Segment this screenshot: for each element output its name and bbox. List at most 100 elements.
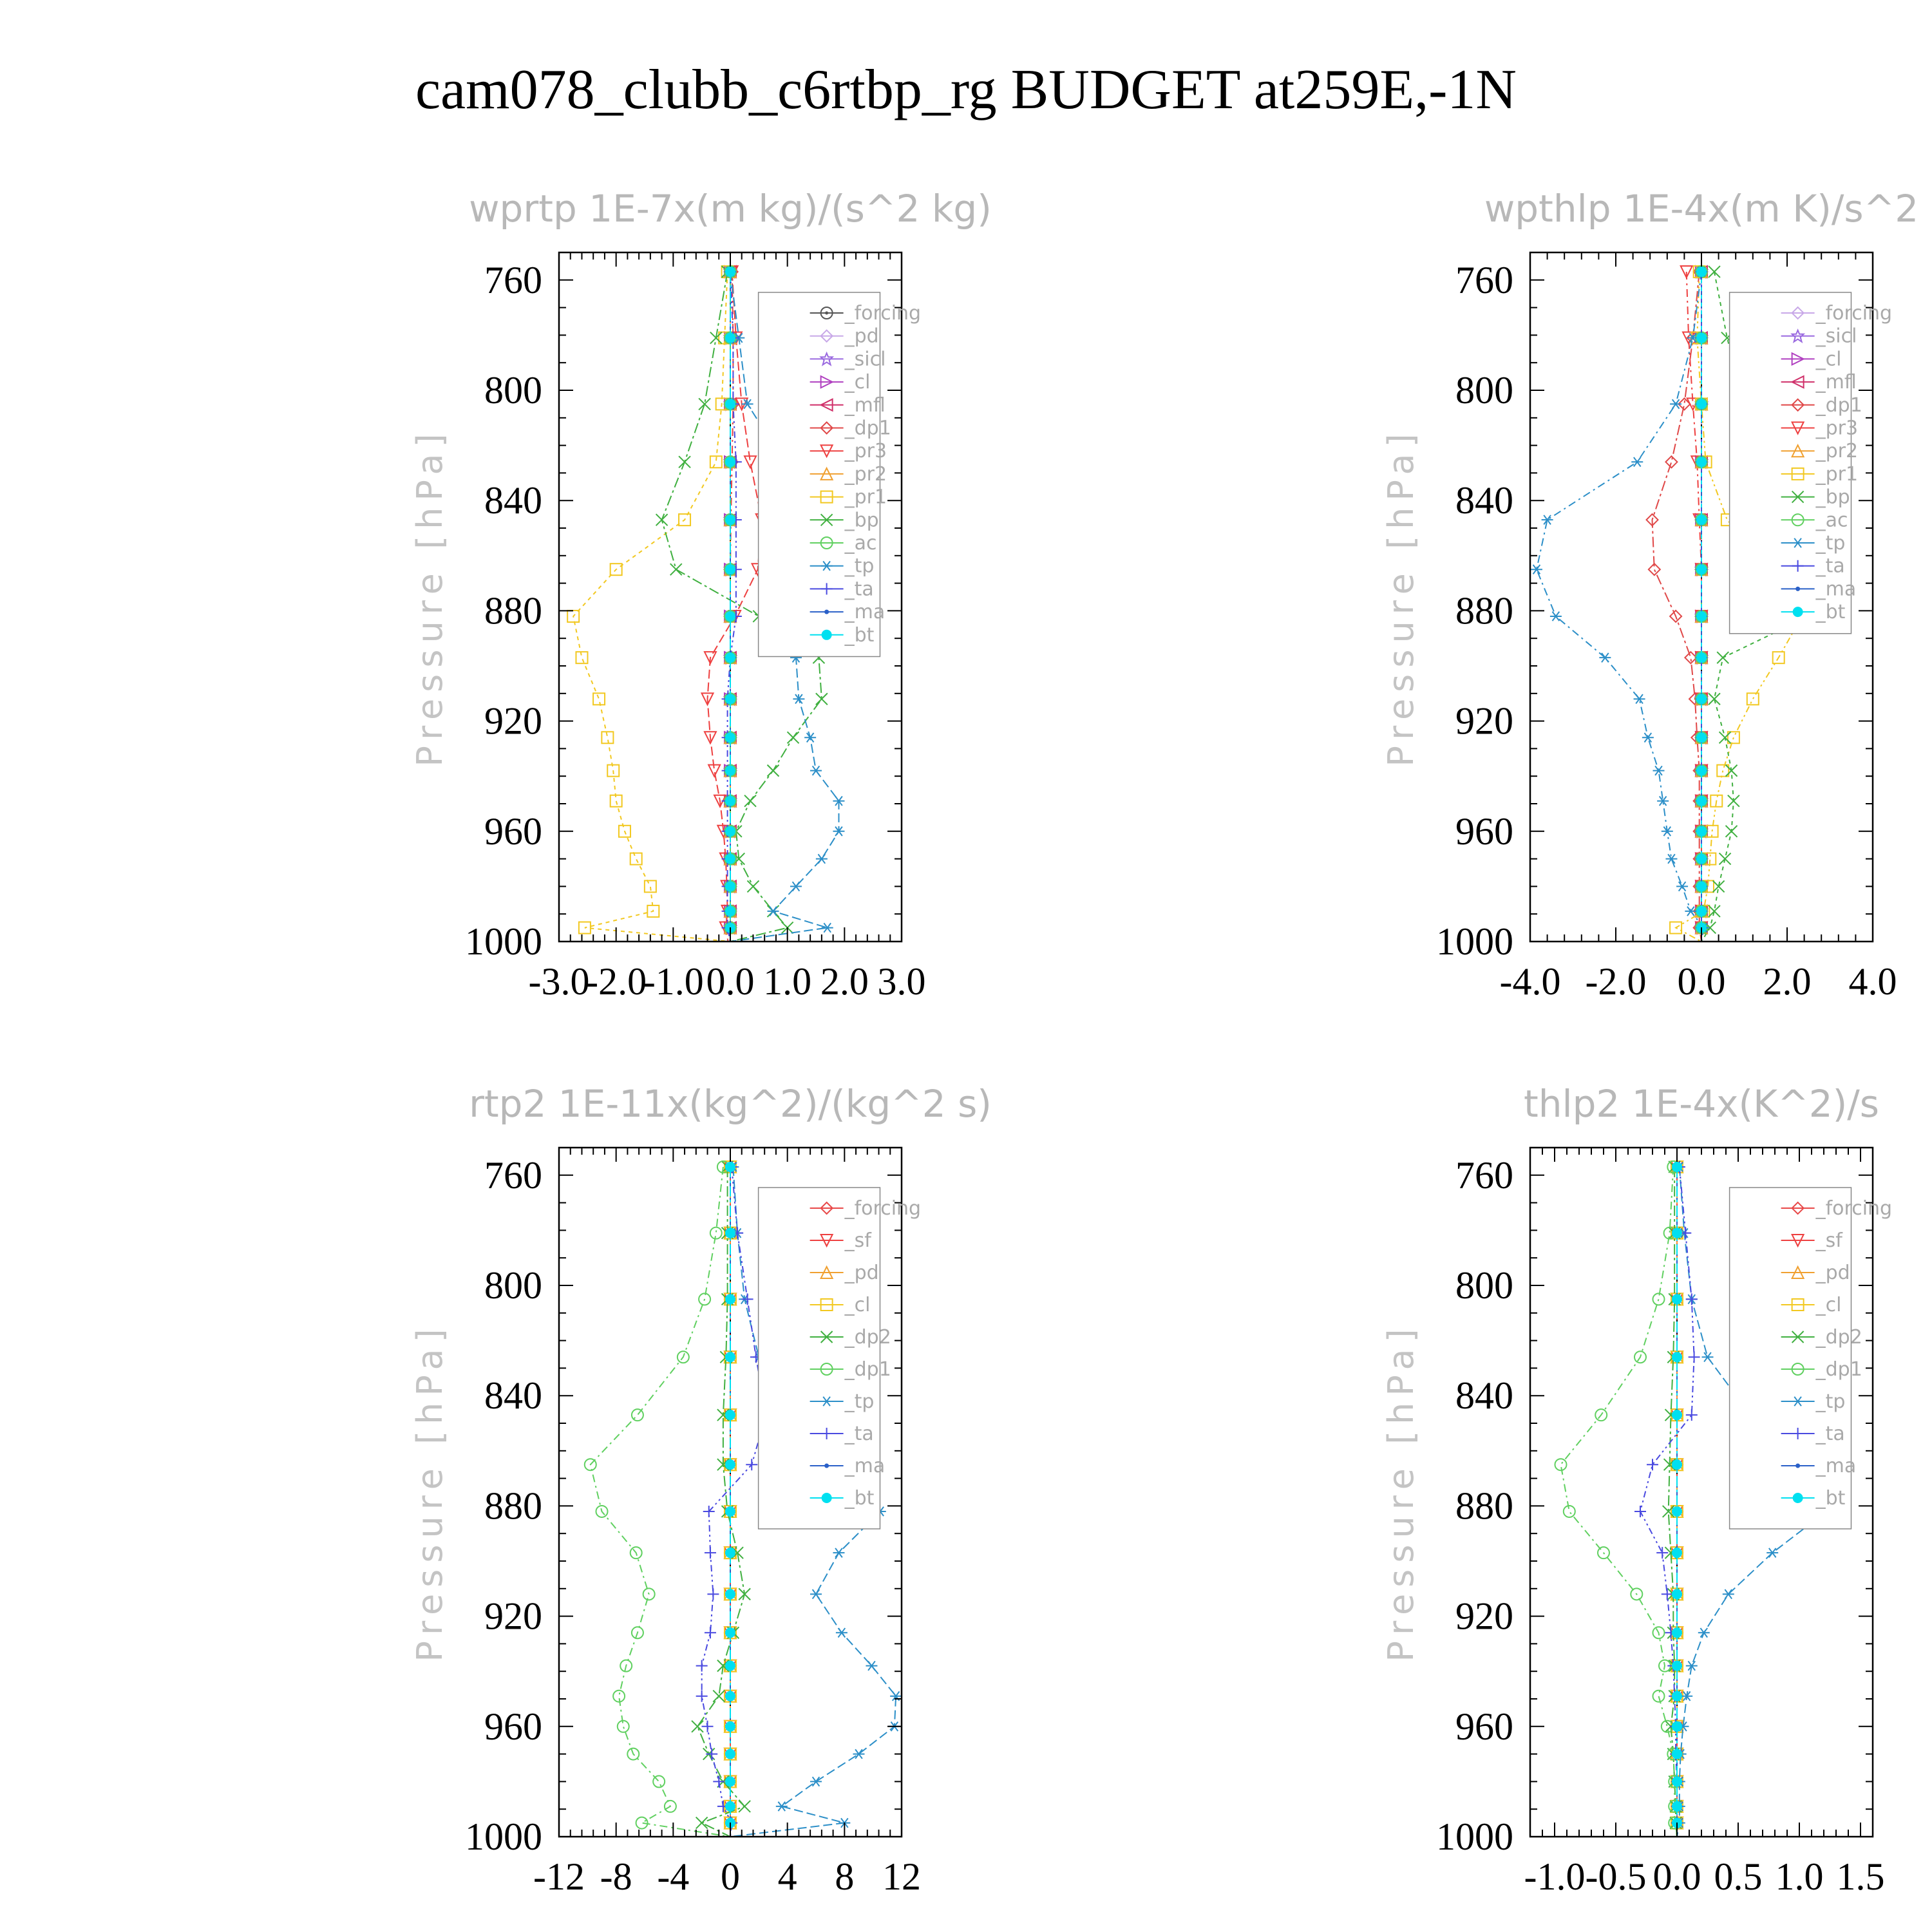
data-point [725, 905, 735, 916]
y-tick-label: 920 [1455, 1595, 1513, 1638]
legend-label: _cl [844, 1294, 871, 1316]
data-point [609, 563, 623, 576]
data-point [1696, 332, 1707, 343]
data-point [741, 1293, 753, 1305]
series-bt [725, 266, 735, 942]
data-point [725, 765, 735, 776]
data-point [1549, 611, 1562, 621]
data-point [1672, 1801, 1682, 1812]
data-point [1665, 455, 1678, 469]
legend-item: _ac [810, 532, 877, 554]
legend: _forcing_pd_sicl_cl_mfl_dp1_pr3_pr2_pr1_… [757, 292, 921, 658]
data-point [1708, 265, 1721, 278]
legend-label: _cl [844, 371, 871, 393]
data-point [695, 1816, 708, 1830]
data-point [1672, 1660, 1682, 1671]
series-line [726, 271, 737, 942]
y-tick-label: 760 [1455, 1154, 1513, 1197]
legend-marker [825, 311, 829, 315]
series-dp1 [1554, 1160, 1681, 1837]
data-point [1696, 905, 1707, 916]
legend-box [1728, 1187, 1852, 1530]
legend-label: _ta [1815, 1423, 1845, 1445]
legend-label: _mfl [844, 394, 886, 417]
data-point [629, 852, 643, 866]
y-tick-label: 800 [1455, 369, 1513, 412]
data-point [1597, 1546, 1610, 1560]
data-point [1698, 1627, 1710, 1638]
data-point [725, 1352, 735, 1363]
legend-marker [820, 1396, 833, 1406]
data-point [767, 906, 779, 916]
series-line [1560, 1166, 1678, 1837]
data-point [725, 1410, 735, 1421]
data-point [670, 563, 683, 576]
data-point [627, 1747, 640, 1761]
legend-item: _dp2 [1781, 1326, 1862, 1349]
data-point [1672, 1721, 1682, 1732]
legend-item: _pr3 [810, 440, 887, 462]
legend-marker [820, 444, 834, 459]
data-point [629, 1546, 643, 1560]
legend-item: _cl [810, 371, 871, 393]
data-point [1669, 609, 1683, 623]
series-line [589, 1166, 731, 1837]
y-tick-label: 840 [484, 1374, 542, 1417]
x-tick-label: 0 [721, 1855, 740, 1898]
data-point [725, 1660, 735, 1671]
legend-marker [1792, 1428, 1804, 1439]
legend-marker [819, 398, 833, 412]
legend-item: _forcing [1781, 302, 1892, 325]
legend-marker [1792, 538, 1804, 548]
legend-item: _bt [810, 1487, 875, 1510]
data-point [642, 1587, 656, 1601]
legend-marker [821, 629, 832, 640]
legend-item: _pr1 [1781, 463, 1858, 486]
legend-label: _ta [1815, 555, 1845, 578]
legend-marker [821, 1493, 832, 1503]
legend-label: _pr1 [844, 486, 887, 509]
data-point [833, 795, 845, 806]
data-point [725, 399, 735, 410]
data-point [1663, 1458, 1676, 1471]
x-tick-label: -1.0 [643, 960, 704, 1003]
data-point [1672, 1776, 1682, 1787]
data-point [1696, 611, 1707, 621]
data-point [676, 1350, 690, 1364]
legend-item: _forcing [1781, 1197, 1892, 1220]
data-point [592, 692, 606, 706]
legend-item: _pd [810, 1262, 879, 1284]
data-point [1696, 457, 1707, 468]
y-axis-label: Pressure [hPa] [410, 1322, 450, 1662]
legend-item: _sf [810, 1229, 872, 1252]
legend-label: _forcing [844, 1197, 921, 1220]
legend-label: _bp [844, 509, 879, 531]
data-point [725, 266, 735, 277]
y-tick-label: 1000 [1436, 920, 1513, 963]
data-point [635, 1816, 649, 1830]
legend-marker [820, 1234, 834, 1248]
x-tick-label: 0.0 [1678, 960, 1726, 1003]
data-point [1599, 652, 1611, 663]
data-point [1718, 852, 1732, 866]
data-point [1634, 1505, 1646, 1517]
data-point [710, 331, 723, 345]
legend-label: _bt [844, 1487, 875, 1510]
data-point [725, 1589, 735, 1600]
data-point [725, 732, 735, 743]
data-point [1766, 1548, 1779, 1558]
data-point [775, 1801, 788, 1812]
legend-label: _ma [844, 601, 886, 623]
data-point [1656, 1547, 1669, 1559]
legend-label: _dp1 [844, 1358, 891, 1381]
data-point [709, 455, 723, 469]
legend-label: _pd [844, 1262, 879, 1284]
data-point [1727, 795, 1740, 808]
legend-marker [1795, 1463, 1801, 1468]
data-point [793, 694, 805, 705]
legend-item: _sicl [810, 348, 886, 370]
y-tick-label: 880 [1455, 589, 1513, 632]
legend-marker [1791, 352, 1805, 366]
data-point [725, 795, 735, 806]
